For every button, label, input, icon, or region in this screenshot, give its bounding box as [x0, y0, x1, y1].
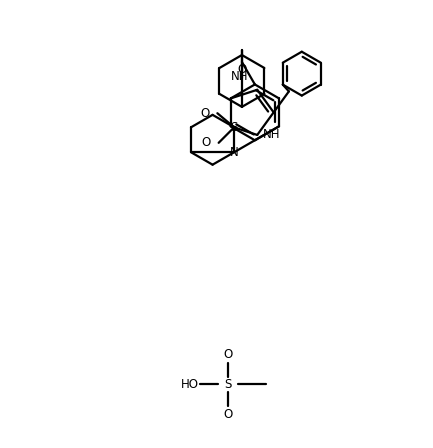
Text: N: N: [230, 146, 239, 159]
Text: O: O: [223, 348, 233, 361]
Text: O: O: [201, 136, 211, 149]
Text: NH: NH: [231, 70, 249, 83]
Text: S: S: [224, 378, 232, 391]
Text: S: S: [230, 121, 238, 134]
Text: HO: HO: [181, 378, 199, 391]
Text: O: O: [237, 63, 246, 76]
Text: O: O: [223, 408, 233, 421]
Text: NH: NH: [262, 129, 280, 142]
Text: O: O: [200, 107, 210, 120]
